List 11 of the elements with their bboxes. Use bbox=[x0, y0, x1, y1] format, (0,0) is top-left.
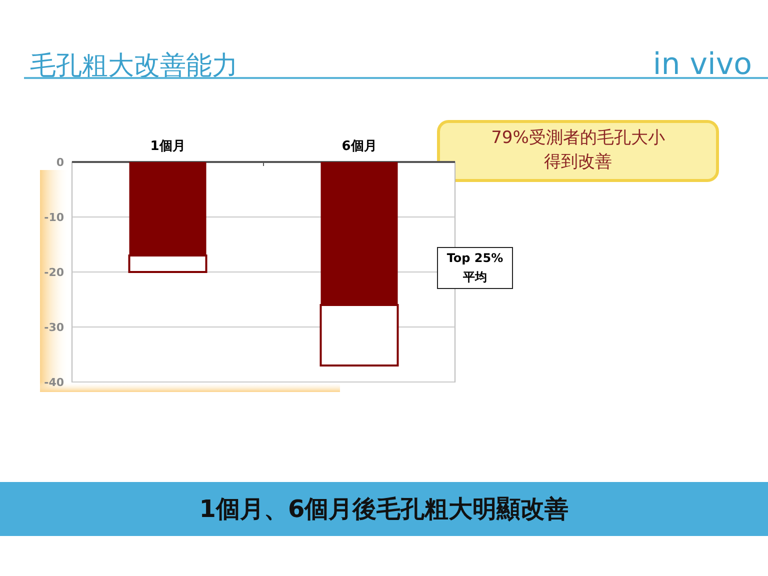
text: 1個月、6個月後毛孔粗大明顯改善 bbox=[0, 482, 768, 536]
y-tick-label: -20 bbox=[44, 266, 64, 279]
y-tick-label: -40 bbox=[44, 376, 64, 389]
y-tick-label: -10 bbox=[44, 211, 64, 224]
x-tick-label: 6個月 bbox=[342, 139, 377, 154]
text: in vivo bbox=[652, 47, 752, 82]
annotation: Top 25% 平均 bbox=[437, 247, 513, 289]
y-tick-label: 0 bbox=[56, 156, 64, 169]
chart-title: 毛孔粗大改善能力 bbox=[30, 51, 238, 81]
y-tick-label: -30 bbox=[44, 321, 64, 334]
x-tick-label: 1個月 bbox=[150, 139, 186, 154]
